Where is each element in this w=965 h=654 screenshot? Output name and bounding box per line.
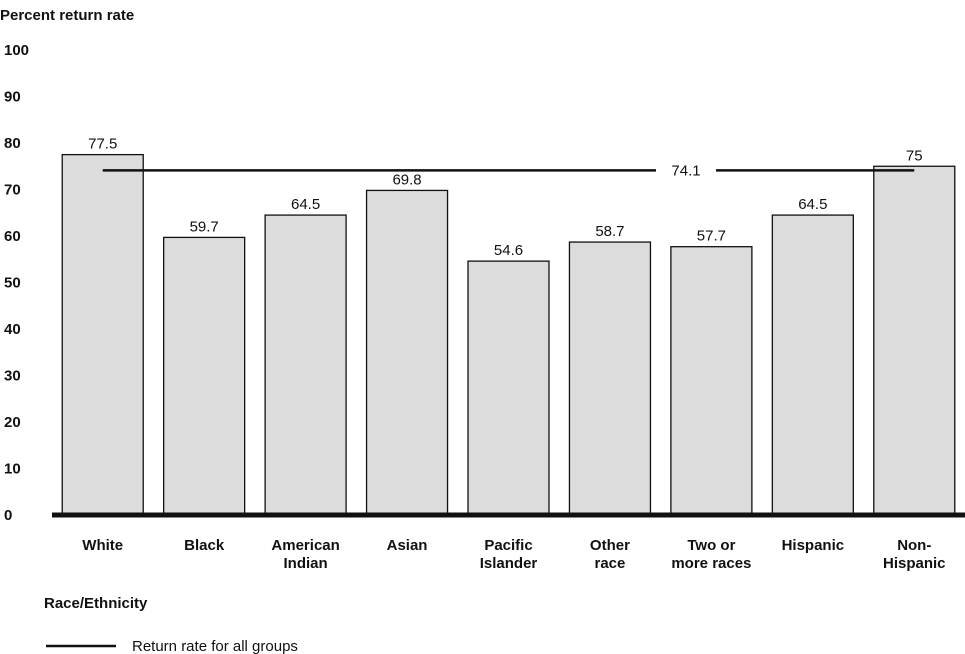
reference-line-group: 74.1 xyxy=(102,162,915,179)
x-tick-label-line: Two or xyxy=(687,537,735,554)
y-tick-label: 100 xyxy=(4,42,29,59)
x-axis-title: Race/Ethnicity xyxy=(44,595,148,612)
bar xyxy=(467,260,550,516)
y-tick-label: 0 xyxy=(4,507,12,524)
legend-label: Return rate for all groups xyxy=(132,638,298,654)
bar xyxy=(61,153,144,516)
bar xyxy=(771,214,854,516)
bar-value-label: 77.5 xyxy=(88,136,117,153)
x-tick-label: Non-Hispanic xyxy=(883,537,946,572)
y-tick-label: 10 xyxy=(4,461,21,478)
y-tick-label: 50 xyxy=(4,275,21,292)
x-tick-label: Black xyxy=(184,537,225,554)
bar-value-label: 54.6 xyxy=(494,242,523,259)
bar-value-label: 64.5 xyxy=(291,196,320,213)
legend: Return rate for all groups xyxy=(46,638,298,654)
y-tick-label: 60 xyxy=(4,228,21,245)
x-axis-ticks: White Black American Indian Asian Pacific Isla… xyxy=(82,537,945,572)
bar xyxy=(264,214,347,516)
x-tick-label-line: Hispanic xyxy=(883,555,946,572)
bar xyxy=(670,246,753,516)
bars xyxy=(61,153,956,516)
x-tick-label: Hispanic xyxy=(782,537,845,554)
y-tick-label: 20 xyxy=(4,414,21,431)
x-tick-label-line: American xyxy=(271,537,339,554)
x-tick-label-line: Black xyxy=(184,537,225,554)
y-tick-label: 80 xyxy=(4,135,21,152)
x-tick-label: Asian xyxy=(387,537,428,554)
x-tick-label-line: race xyxy=(595,555,626,572)
bar-value-labels: 77.5 59.7 64.5 69.8 54.6 58.7 57.7 64.5 75 xyxy=(88,136,923,259)
y-tick-label: 40 xyxy=(4,321,21,338)
x-tick-label-line: more races xyxy=(671,555,751,572)
x-tick-label-line: Asian xyxy=(387,537,428,554)
bar-value-label: 57.7 xyxy=(697,228,726,245)
x-tick-label: Pacific Islander xyxy=(480,537,538,572)
y-tick-label: 90 xyxy=(4,89,21,106)
bar-value-label: 75 xyxy=(906,147,923,164)
x-tick-label: Other race xyxy=(590,537,630,572)
x-tick-label-line: Indian xyxy=(284,555,328,572)
x-tick-label-line: Non- xyxy=(897,537,931,554)
y-tick-label: 70 xyxy=(4,182,21,199)
bar xyxy=(163,236,246,516)
bar xyxy=(568,241,652,516)
bar-value-label: 64.5 xyxy=(798,196,827,213)
x-tick-label: American Indian xyxy=(271,537,339,572)
reference-line-label: 74.1 xyxy=(671,162,700,179)
x-tick-label-line: White xyxy=(82,537,123,554)
bar-value-label: 59.7 xyxy=(190,218,219,235)
x-tick-label-line: Hispanic xyxy=(782,537,845,554)
bar xyxy=(365,189,449,516)
x-tick-label-line: Other xyxy=(590,537,630,554)
y-axis-ticks: 0 10 20 30 40 50 60 70 80 90 100 xyxy=(4,42,29,524)
bar-value-label: 69.8 xyxy=(392,171,421,188)
y-axis-title: Percent return rate xyxy=(0,7,134,24)
bar xyxy=(873,165,956,516)
bar-value-label: 58.7 xyxy=(595,223,624,240)
x-tick-label: White xyxy=(82,537,123,554)
x-tick-label-line: Islander xyxy=(480,555,538,572)
y-tick-label: 30 xyxy=(4,368,21,385)
x-tick-label: Two or more races xyxy=(671,537,751,572)
x-tick-label-line: Pacific xyxy=(484,537,532,554)
